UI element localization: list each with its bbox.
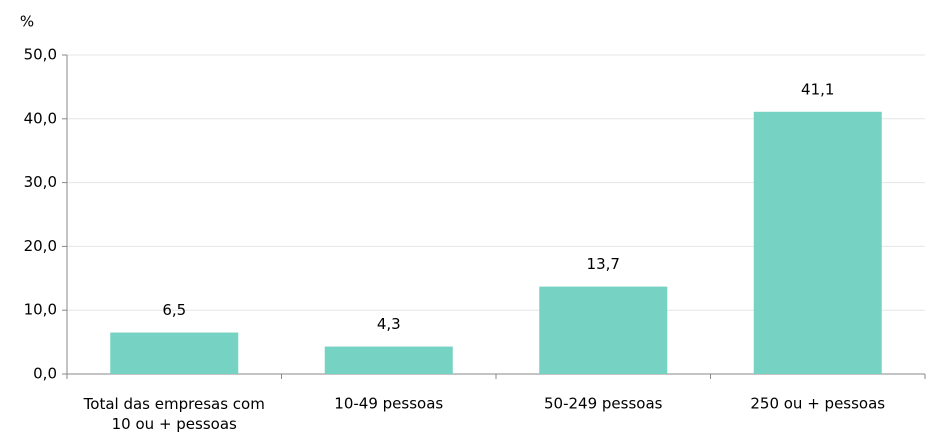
x-tick-label: 50-249 pessoas — [544, 395, 663, 413]
bar — [110, 332, 239, 374]
x-tick-label: 10-49 pessoas — [334, 395, 443, 413]
x-tick-label: 250 ou + pessoas — [750, 395, 885, 413]
value-label: 13,7 — [587, 255, 620, 273]
y-tick-label: 50,0 — [24, 46, 57, 64]
value-label: 41,1 — [801, 80, 834, 98]
y-tick-label: 10,0 — [24, 301, 57, 319]
y-tick-label: 40,0 — [24, 109, 57, 127]
value-label: 4,3 — [377, 315, 401, 333]
bar — [753, 111, 882, 375]
y-tick-label: 0,0 — [33, 365, 57, 383]
y-tick-label: 30,0 — [24, 173, 57, 191]
y-axis-label: % — [20, 13, 34, 31]
value-label: 6,5 — [162, 301, 186, 319]
bar — [539, 286, 668, 374]
x-tick-label: Total das empresas com 10 ou + pessoas — [83, 395, 265, 433]
y-tick-label: 20,0 — [24, 237, 57, 255]
bar — [324, 346, 453, 374]
